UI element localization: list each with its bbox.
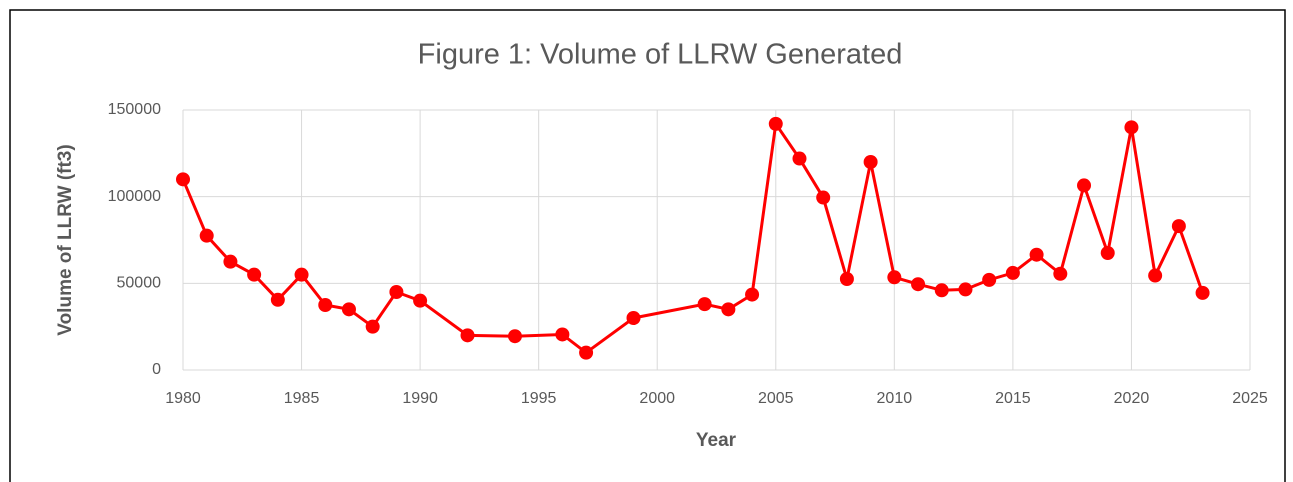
point bbox=[318, 298, 333, 312]
point bbox=[934, 283, 949, 298]
point bbox=[1077, 178, 1092, 193]
x-tick-label: 1995 bbox=[521, 390, 557, 407]
x-tick-label: 2005 bbox=[758, 390, 794, 407]
point bbox=[958, 282, 973, 297]
y-tick-label: 50000 bbox=[117, 275, 162, 292]
y-tick-label: 0 bbox=[152, 361, 161, 378]
point bbox=[176, 172, 190, 187]
chart-border bbox=[9, 9, 1286, 482]
point bbox=[507, 329, 522, 344]
point bbox=[816, 190, 831, 205]
point bbox=[887, 270, 902, 285]
x-tick-label: 2015 bbox=[995, 390, 1031, 407]
point bbox=[1148, 268, 1163, 283]
x-tick-label: 2010 bbox=[877, 390, 913, 407]
point bbox=[365, 319, 380, 334]
point bbox=[1005, 265, 1020, 280]
point bbox=[626, 311, 641, 325]
x-axis-label: Year bbox=[696, 430, 737, 451]
point bbox=[1053, 266, 1068, 281]
y-axis-label: Volume of LLRW (ft3) bbox=[55, 144, 76, 335]
point bbox=[1029, 247, 1044, 262]
point bbox=[460, 328, 475, 343]
point bbox=[579, 345, 594, 360]
x-tick-label: 1980 bbox=[165, 390, 201, 407]
x-tick-label: 2000 bbox=[639, 390, 675, 407]
point bbox=[413, 293, 428, 308]
point bbox=[863, 155, 878, 169]
point bbox=[1100, 246, 1115, 260]
point bbox=[1195, 285, 1210, 300]
point bbox=[839, 272, 854, 286]
chart-title: Figure 1: Volume of LLRW Generated bbox=[418, 39, 903, 71]
point bbox=[1124, 120, 1139, 135]
point bbox=[555, 327, 570, 342]
point bbox=[199, 228, 214, 243]
point bbox=[911, 277, 926, 292]
x-tick-label: 2020 bbox=[1114, 390, 1150, 407]
point bbox=[792, 151, 807, 166]
point bbox=[745, 287, 760, 302]
y-tick-label: 100000 bbox=[108, 188, 161, 205]
point bbox=[341, 302, 356, 317]
line bbox=[181, 119, 1204, 355]
y-tick-label: 150000 bbox=[108, 101, 161, 118]
point bbox=[247, 267, 262, 282]
point bbox=[697, 297, 712, 312]
point bbox=[294, 267, 309, 282]
point bbox=[270, 292, 285, 307]
point bbox=[389, 285, 404, 299]
point bbox=[223, 254, 238, 269]
x-tick-label: 1985 bbox=[284, 390, 320, 407]
point bbox=[982, 272, 997, 287]
point bbox=[1171, 219, 1186, 234]
x-tick-label: 2025 bbox=[1232, 390, 1268, 407]
x-tick-label: 1990 bbox=[402, 390, 438, 407]
point bbox=[721, 302, 736, 317]
point bbox=[768, 116, 783, 131]
